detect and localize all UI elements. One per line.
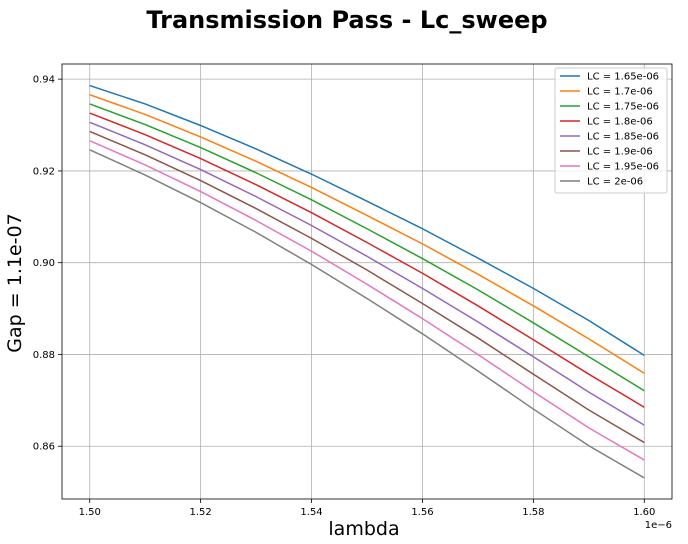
chart-title: Transmission Pass - Lc_sweep	[146, 6, 547, 34]
series-line-4	[89, 112, 645, 408]
series-line-3	[89, 103, 645, 392]
y-tick-label: 0.86	[33, 442, 55, 453]
series-line-6	[89, 130, 645, 444]
series-lines	[89, 84, 645, 479]
legend: LC = 1.65e-06 LC = 1.7e-06 LC = 1.75e-06 LC…	[554, 67, 668, 194]
y-tick-label: 0.90	[33, 258, 55, 269]
x-tick-label: 1.60	[633, 507, 655, 518]
x-axis-label: lambda	[328, 518, 399, 540]
legend-entry-label: LC = 1.8e-06	[587, 117, 653, 128]
x-tick-label: 1.58	[522, 507, 544, 518]
y-axis: 0.86 0.88 0.90 0.92 0.94	[33, 75, 62, 453]
legend-box	[554, 67, 668, 194]
series-line-8	[89, 149, 645, 479]
legend-entry-label: LC = 1.75e-06	[587, 102, 659, 113]
legend-entry-label: LC = 1.95e-06	[587, 162, 659, 173]
series-line-7	[89, 139, 645, 461]
plot-frame	[61, 63, 673, 500]
y-tick-label: 0.88	[33, 350, 55, 361]
series-line-1	[89, 84, 645, 357]
legend-entry-label: LC = 2e-06	[587, 177, 643, 188]
x-tick-label: 1.54	[300, 507, 322, 518]
x-axis: 1.50 1.52 1.54 1.56 1.58 1.60	[79, 499, 655, 518]
y-axis-label: Gap = 1.1e-07	[4, 213, 26, 352]
x-tick-label: 1.50	[79, 507, 101, 518]
y-tick-label: 0.94	[33, 75, 55, 86]
legend-entry-label: LC = 1.85e-06	[587, 132, 659, 143]
legend-entry-label: LC = 1.7e-06	[587, 87, 653, 98]
x-offset-text: 1e−6	[645, 520, 672, 531]
x-tick-label: 1.52	[190, 507, 212, 518]
y-tick-label: 0.92	[33, 166, 55, 177]
series-line-2	[89, 94, 645, 374]
legend-entry-label: LC = 1.9e-06	[587, 147, 653, 158]
legend-entry-label: LC = 1.65e-06	[587, 72, 659, 83]
series-line-5	[89, 121, 645, 426]
x-tick-label: 1.56	[411, 507, 433, 518]
